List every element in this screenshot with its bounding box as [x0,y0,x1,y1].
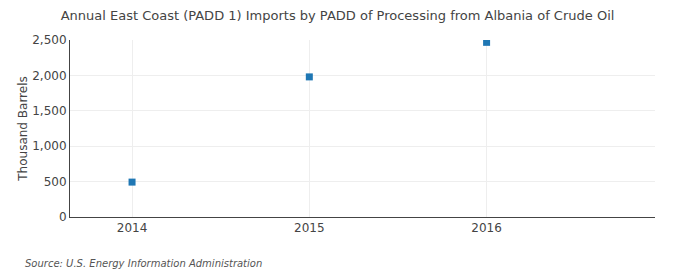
svg-text:0: 0 [59,210,67,224]
svg-text:2015: 2015 [294,221,325,235]
svg-text:Annual East Coast (PADD 1) Imp: Annual East Coast (PADD 1) Imports by PA… [61,8,615,23]
svg-text:2,500: 2,500 [32,33,66,47]
svg-text:Thousand Barrels: Thousand Barrels [16,76,30,181]
svg-text:2016: 2016 [471,221,502,235]
svg-text:500: 500 [44,175,67,189]
svg-text:2,000: 2,000 [32,69,66,83]
svg-text:1,000: 1,000 [32,139,66,153]
svg-text:1,500: 1,500 [32,104,66,118]
svg-text:Source: U.S. Energy Informatio: Source: U.S. Energy Information Administ… [25,258,262,269]
svg-text:2014: 2014 [117,221,148,235]
